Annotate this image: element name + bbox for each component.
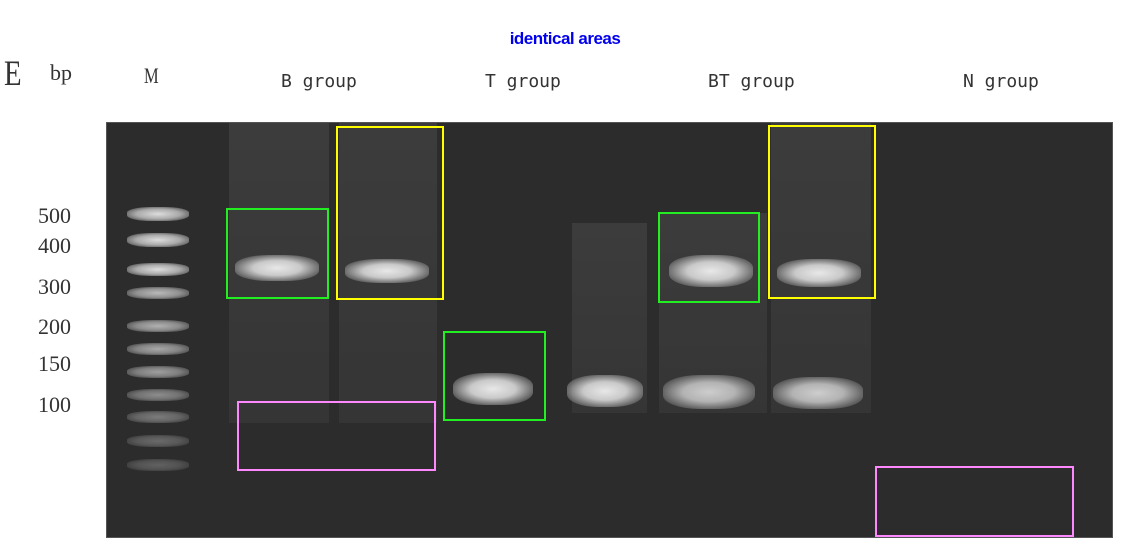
green-box-bt1 — [658, 212, 760, 303]
green-box-b1 — [226, 208, 329, 299]
figure-title: identical areas — [509, 29, 621, 48]
group-label-n: N group — [963, 71, 1039, 92]
band-t1 — [453, 373, 533, 405]
panel-label: E — [4, 53, 22, 93]
ladder-band — [127, 287, 189, 299]
band-bt2-lower — [773, 377, 863, 409]
yellow-box-bt2 — [768, 125, 876, 299]
band-bt1-lower — [663, 375, 755, 409]
ladder-band — [127, 459, 189, 471]
marker-label: M — [144, 63, 159, 88]
group-label-t: T group — [485, 71, 561, 92]
band-b2 — [345, 259, 429, 283]
size-label-200: 200 — [38, 314, 71, 339]
ladder-band — [127, 263, 189, 276]
group-label-b: B group — [281, 71, 357, 92]
ladder-band — [127, 411, 189, 423]
yellow-box-b2 — [336, 126, 444, 300]
band-t2 — [567, 375, 643, 407]
band-bt1-upper — [669, 255, 753, 287]
ladder-band — [127, 389, 189, 401]
size-label-500: 500 — [38, 203, 71, 228]
ladder-band — [127, 435, 189, 447]
group-label-bt: BT group — [708, 71, 795, 92]
unit-label: bp — [50, 60, 72, 85]
gel-image — [106, 122, 1113, 538]
size-label-100: 100 — [38, 392, 71, 417]
ladder-band — [127, 366, 189, 378]
ladder-band — [127, 343, 189, 355]
band-bt2-upper — [777, 259, 861, 287]
size-label-300: 300 — [38, 274, 71, 299]
size-label-150: 150 — [38, 351, 71, 376]
band-b1 — [235, 255, 319, 281]
ladder-band — [127, 320, 189, 332]
ladder-band — [127, 207, 189, 221]
pink-box-n — [875, 466, 1074, 537]
pink-box-b — [237, 401, 436, 471]
ladder-band — [127, 233, 189, 247]
size-label-400: 400 — [38, 233, 71, 258]
green-box-t1 — [443, 331, 546, 421]
